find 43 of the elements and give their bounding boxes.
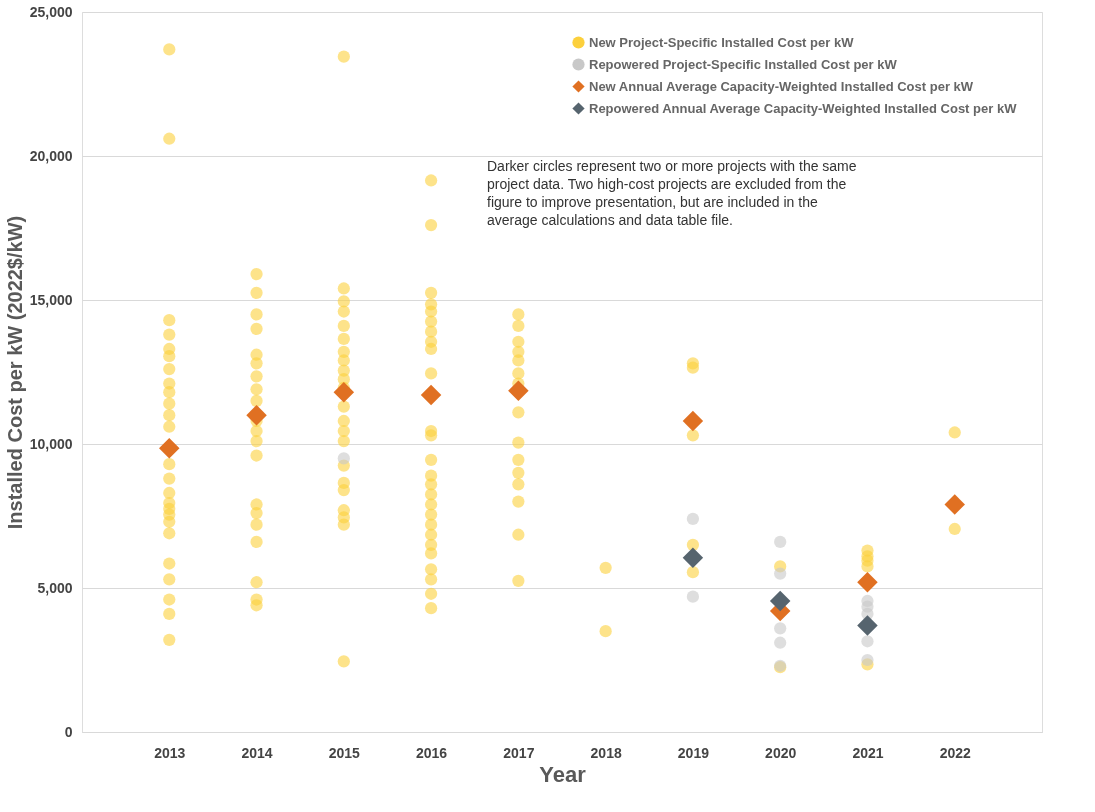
point	[686, 590, 700, 603]
point	[774, 567, 787, 580]
x-tick-label: 2013	[154, 744, 186, 761]
point	[159, 438, 180, 459]
x-tick-label: 2016	[416, 744, 448, 761]
point	[861, 653, 874, 667]
legend-label: New Project-Specific Installed Cost per kW	[589, 34, 855, 50]
x-tick-label: 2014	[241, 744, 273, 761]
point	[861, 635, 874, 648]
point	[686, 512, 700, 525]
point	[857, 615, 878, 636]
y-tick-label: 5,000	[37, 579, 73, 596]
y-axis-title: Installed Cost per kW (2022$/kW)	[3, 215, 26, 530]
x-tick-label: 2021	[852, 744, 884, 761]
x-axis-title: Year	[539, 761, 587, 787]
point	[769, 590, 791, 612]
point	[682, 410, 704, 432]
y-tick-label: 25,000	[29, 3, 73, 20]
point	[944, 494, 965, 515]
annotation: Darker circles represent two or more projects with the same project data. Two high-cost projects are excluded from the figure to improve presentation, but are included in the average calculations and data table file.	[487, 158, 857, 228]
legend-label: Repowered Project-Specific Installed Cost per kW	[589, 56, 898, 72]
point	[246, 404, 267, 426]
point	[333, 381, 355, 403]
point	[420, 384, 442, 406]
point	[337, 452, 350, 465]
point	[682, 547, 704, 569]
y-tick-label: 10,000	[29, 435, 73, 452]
legend-label: Repowered Annual Average Capacity-Weighted Installed Cost per kW	[589, 100, 1018, 116]
point	[774, 622, 787, 635]
point	[774, 636, 787, 649]
point	[774, 535, 787, 549]
y-tick-label: 20,000	[29, 147, 73, 164]
x-tick-label: 2018	[590, 744, 622, 761]
point	[857, 571, 878, 593]
x-tick-label: 2015	[328, 744, 361, 761]
legend-label: New Annual Average Capacity-Weighted Installed Cost per kW	[589, 78, 974, 94]
y-tick-label: 15,000	[29, 291, 73, 308]
y-tick-label: 0	[64, 723, 73, 740]
x-tick-label: 2020	[765, 744, 797, 761]
point	[508, 380, 529, 401]
x-tick-label: 2019	[677, 744, 710, 761]
x-tick-label: 2017	[503, 744, 535, 761]
x-tick-label: 2022	[939, 744, 972, 761]
